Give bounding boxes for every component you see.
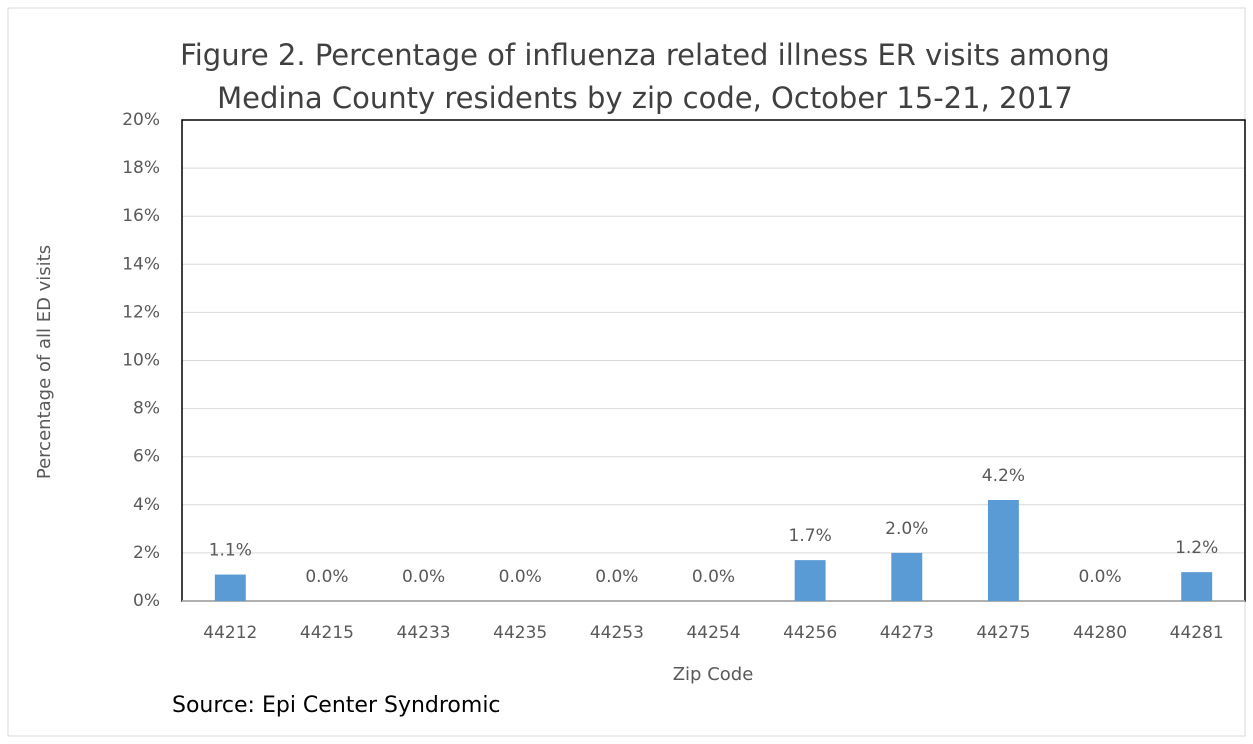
- y-tick-label: 2%: [133, 543, 160, 563]
- y-tick-label: 18%: [122, 158, 160, 178]
- x-tick-label: 44254: [686, 623, 740, 643]
- x-tick-label: 44212: [203, 623, 257, 643]
- y-tick-label: 14%: [122, 254, 160, 274]
- data-label: 0.0%: [499, 567, 542, 587]
- bar: [1181, 572, 1213, 601]
- data-label: 0.0%: [305, 567, 348, 587]
- chart-border: [7, 7, 1246, 737]
- y-tick-label: 12%: [122, 302, 160, 322]
- y-tick-label: 6%: [133, 447, 160, 467]
- y-tick-label: 4%: [133, 495, 160, 515]
- y-tick-label: 16%: [122, 206, 160, 226]
- x-axis-title: Zip Code: [673, 664, 754, 685]
- chart-title: Figure 2. Percentage of influenza relate…: [180, 38, 1110, 72]
- bar: [794, 560, 826, 601]
- x-tick-label: 44253: [590, 623, 644, 643]
- data-label: 0.0%: [595, 567, 638, 587]
- y-axis-title: Percentage of all ED visits: [34, 245, 55, 479]
- x-tick-label: 44233: [397, 623, 451, 643]
- y-tick-label: 10%: [122, 351, 160, 371]
- data-label: 1.7%: [789, 526, 832, 546]
- data-label: 0.0%: [1078, 567, 1121, 587]
- data-label: 1.1%: [209, 541, 252, 561]
- data-label: 0.0%: [402, 567, 445, 587]
- x-tick-label: 44280: [1073, 623, 1127, 643]
- y-tick-label: 20%: [122, 110, 160, 130]
- x-tick-label: 44235: [493, 623, 547, 643]
- x-tick-label: 44273: [880, 623, 934, 643]
- bar: [987, 499, 1019, 601]
- x-tick-label: 44281: [1170, 623, 1224, 643]
- y-tick-label: 0%: [133, 591, 160, 611]
- bar: [214, 574, 246, 601]
- source-note: Source: Epi Center Syndromic: [172, 693, 501, 718]
- x-tick-label: 44215: [300, 623, 354, 643]
- y-tick-label: 8%: [133, 399, 160, 419]
- data-label: 2.0%: [885, 519, 928, 539]
- data-label: 1.2%: [1175, 538, 1218, 558]
- x-tick-label: 44256: [783, 623, 837, 643]
- x-tick-label: 44275: [976, 623, 1030, 643]
- data-label: 4.2%: [982, 466, 1025, 486]
- chart-title: Medina County residents by zip code, Oct…: [217, 81, 1073, 115]
- data-label: 0.0%: [692, 567, 735, 587]
- bar: [891, 552, 923, 601]
